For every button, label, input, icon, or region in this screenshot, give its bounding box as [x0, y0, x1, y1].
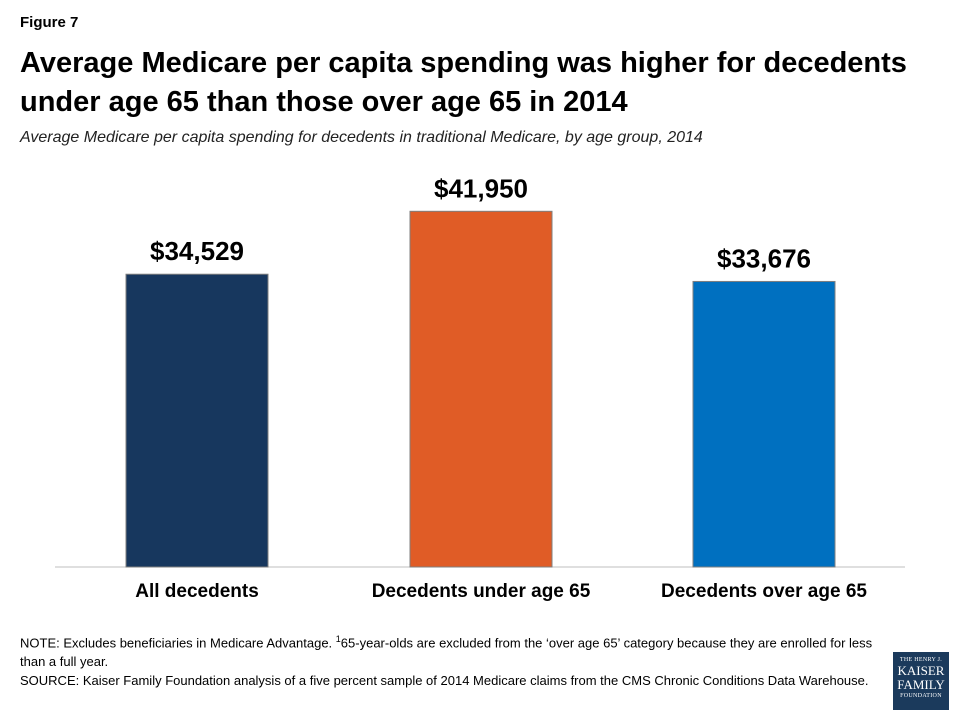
data-label-3: $33,676 [717, 243, 811, 273]
source-text: SOURCE: Kaiser Family Foundation analysi… [20, 673, 869, 689]
data-label-1: $34,529 [150, 236, 244, 266]
figure-label: Figure 7 [20, 14, 79, 31]
bar-chart: $34,529 All decedents $41,950 Decedents und… [55, 173, 905, 602]
logo-line-2: KAISER [897, 663, 945, 678]
logo-line-4: FOUNDATION [900, 693, 942, 699]
bar-1 [125, 273, 269, 568]
category-label-2: Decedents under age 65 [372, 581, 591, 602]
kff-logo: THE HENRY J. KAISER FAMILY FOUNDATION [893, 652, 949, 710]
data-label-2: $41,950 [434, 173, 528, 203]
logo-line-3: FAMILY [897, 677, 945, 692]
bars-group: $34,529 All decedents $41,950 Decedents und… [125, 173, 867, 602]
note-text: NOTE: Excludes beneficiaries in Medicare… [20, 634, 873, 670]
note-superscript: 1 [335, 634, 341, 644]
chart-title: Average Medicare per capita spending was… [20, 47, 907, 118]
logo-line-1: THE HENRY J. [899, 657, 943, 663]
notes-section: NOTE: Excludes beneficiaries in Medicare… [20, 630, 880, 690]
category-label-3: Decedents over age 65 [661, 581, 867, 602]
category-label-1: All decedents [135, 581, 259, 602]
bar-3 [692, 280, 836, 568]
bar-2 [409, 210, 553, 568]
chart-subtitle: Average Medicare per capita spending for… [20, 129, 703, 146]
